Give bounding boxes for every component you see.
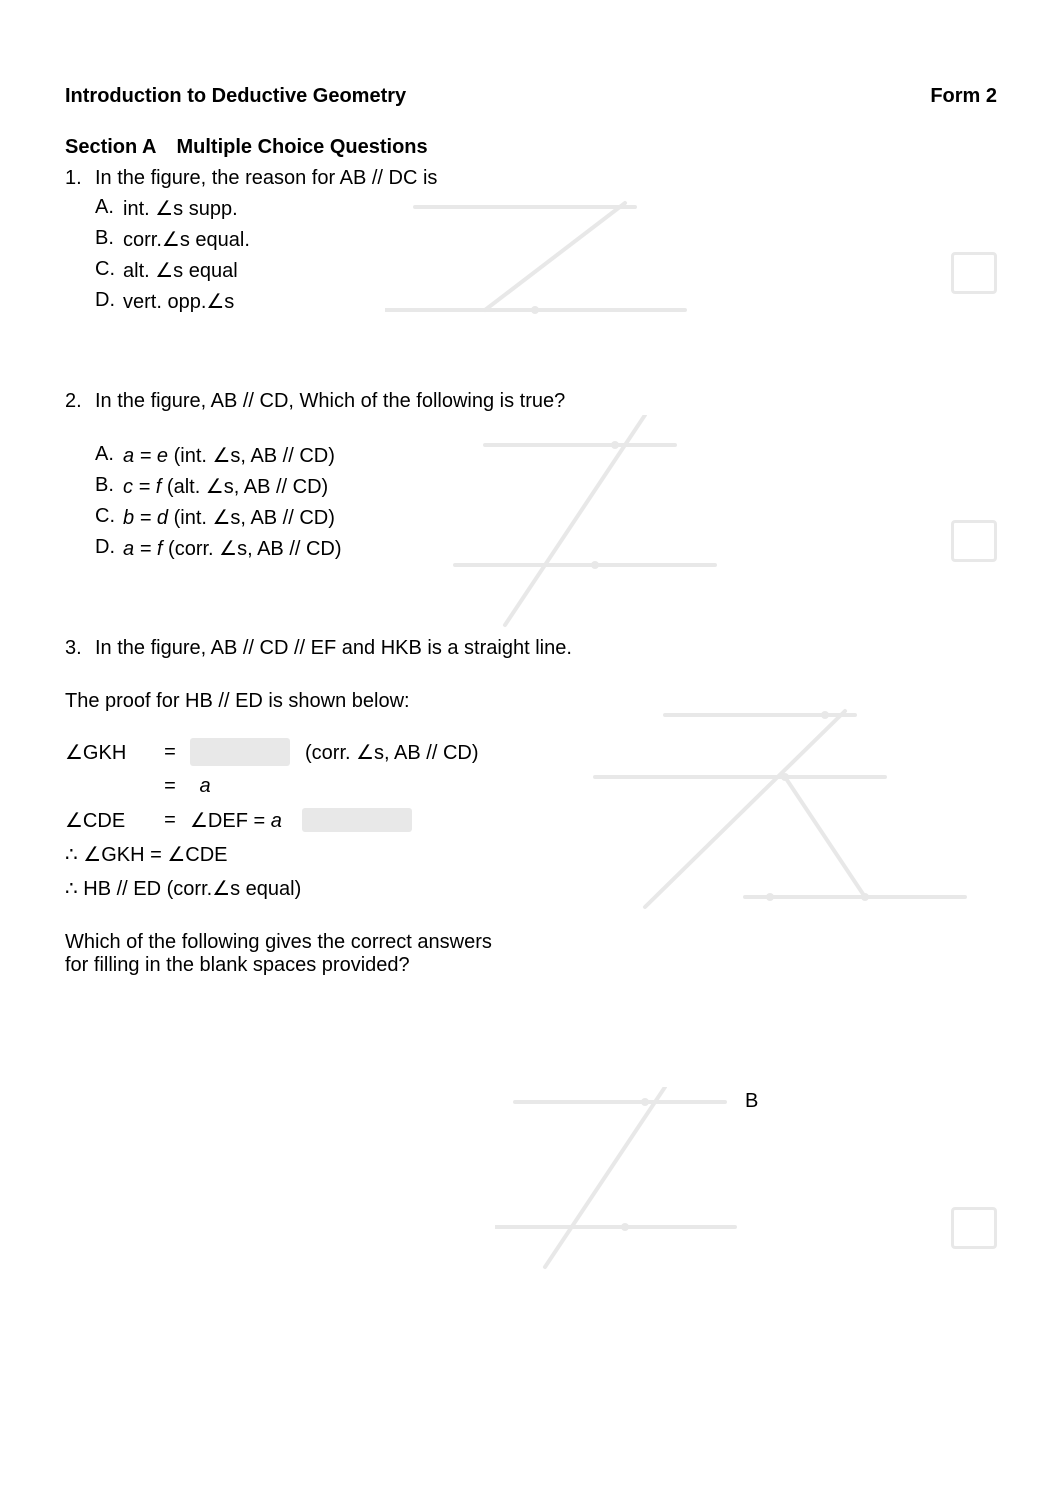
q1-figure	[385, 195, 705, 325]
q1-stem: In the figure, the reason for AB // DC i…	[95, 167, 997, 190]
q2-A: a = e (int. ∠s, AB // CD)	[123, 443, 335, 468]
question-3: 3. In the figure, AB // CD // EF and HKB…	[65, 637, 997, 977]
q2-stem: In the figure, AB // CD, Which of the fo…	[95, 390, 997, 413]
extra-label-B: B	[745, 1090, 758, 1113]
q2-D: a = f (corr. ∠s, AB // CD)	[123, 536, 342, 561]
q2-figure	[445, 415, 735, 635]
q1-A-text: int. ∠s supp.	[123, 196, 238, 221]
q1-D-text: vert. opp.∠s	[123, 289, 234, 314]
q2-B-label: B.	[95, 474, 123, 497]
q1-number: 1.	[65, 167, 95, 190]
q3-figure-svg	[555, 697, 975, 917]
question-2: 2. In the figure, AB // CD, Which of the…	[65, 390, 997, 561]
q3-number: 3.	[65, 637, 95, 660]
q1-D-label: D.	[95, 289, 123, 312]
page-header: Introduction to Deductive Geometry Form …	[65, 85, 997, 108]
question-1: 1. In the figure, the reason for AB // D…	[65, 167, 997, 314]
q3-blank-2[interactable]	[302, 808, 412, 832]
chapter-title: Introduction to Deductive Geometry	[65, 85, 406, 108]
form-label: Form 2	[930, 85, 997, 108]
q1-B-text: corr.∠s equal.	[123, 227, 250, 252]
q1-answer-box[interactable]	[951, 252, 997, 294]
q2-D-label: D.	[95, 536, 123, 559]
q2-C: b = d (int. ∠s, AB // CD)	[123, 505, 335, 530]
extra-figure-svg	[495, 1087, 755, 1277]
q1-C-label: C.	[95, 258, 123, 281]
q2-B: c = f (alt. ∠s, AB // CD)	[123, 474, 328, 499]
q2-figure-svg	[445, 415, 735, 635]
q2-number: 2.	[65, 390, 95, 413]
q3-followup-2: for filling in the blank spaces provided…	[65, 954, 997, 977]
q2-C-label: C.	[95, 505, 123, 528]
q3-blank-1[interactable]	[190, 738, 290, 766]
extra-answer-box[interactable]	[951, 1207, 997, 1249]
q2-A-label: A.	[95, 443, 123, 466]
q1-B-label: B.	[95, 227, 123, 250]
q3-stem: In the figure, AB // CD // EF and HKB is…	[95, 637, 997, 660]
extra-figure: B	[495, 1087, 755, 1277]
q2-answer-box[interactable]	[951, 520, 997, 562]
q1-figure-svg	[385, 195, 705, 325]
q1-A-label: A.	[95, 196, 123, 219]
section-a-title: Section A Multiple Choice Questions	[65, 136, 997, 159]
q1-C-text: alt. ∠s equal	[123, 258, 238, 283]
q3-figure	[555, 697, 975, 917]
q3-followup-1: Which of the following gives the correct…	[65, 931, 997, 954]
